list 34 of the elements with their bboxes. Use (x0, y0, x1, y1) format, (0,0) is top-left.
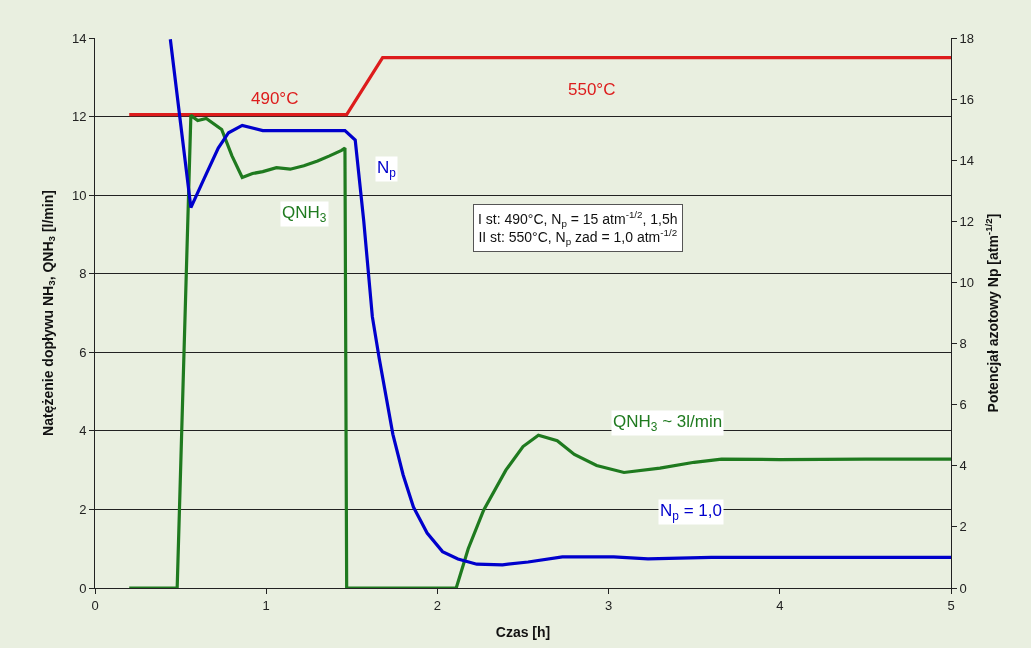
annotation: QNH$_{3}$ ~ 3l/min (613, 412, 723, 434)
y2-tick-label: 14 (959, 152, 975, 168)
y2-tick-label: 18 (959, 30, 975, 46)
annotation: N$_{p}$ = 1,0 (660, 501, 722, 523)
line-series (168, 38, 951, 567)
y2-tick-label: 6 (959, 397, 967, 413)
y-tick-label: 2 (79, 501, 87, 517)
annotation: 550°C (568, 80, 616, 99)
y2-tick-label: 8 (959, 336, 967, 352)
y-tick-label: 12 (71, 109, 87, 125)
line-series (127, 113, 951, 588)
text: I st: 490°C, N$_{p}$ = 15 atm$^{-1/2}$, 1,5h II st: 550°C, N$_{p}$ zad = 1,0 atm$^{-1/2}$ (478, 209, 678, 248)
y-tick-label: 10 (71, 187, 87, 203)
y-tick-label: 14 (71, 30, 87, 46)
annotation: QNH$_{3}$ (282, 203, 327, 225)
x-tick-label: 5 (947, 597, 955, 613)
y2-tick-label: 16 (959, 91, 975, 107)
y2-tick-label: 4 (959, 458, 967, 474)
x-axis-title: Czas [h] (495, 623, 551, 640)
x-tick-label: 4 (776, 597, 784, 613)
x-tick-label: 3 (604, 597, 613, 613)
y-tick-label: 8 (79, 266, 87, 282)
x-tick-label: 2 (433, 597, 442, 613)
y2-tick-label: 0 (959, 580, 967, 596)
y-tick-label: 4 (79, 423, 87, 439)
x-tick-label: 1 (262, 597, 270, 613)
y-tick-label: 0 (79, 580, 87, 596)
y-tick-label: 6 (79, 344, 87, 360)
y2-tick-label: 2 (959, 519, 967, 535)
annotation: N$_{p}$ (377, 158, 397, 180)
x-tick-label: 0 (91, 597, 99, 613)
y2-tick-label: 12 (959, 213, 975, 229)
y2-tick-label: 10 (959, 274, 975, 290)
annotation: 490°C (251, 89, 299, 108)
